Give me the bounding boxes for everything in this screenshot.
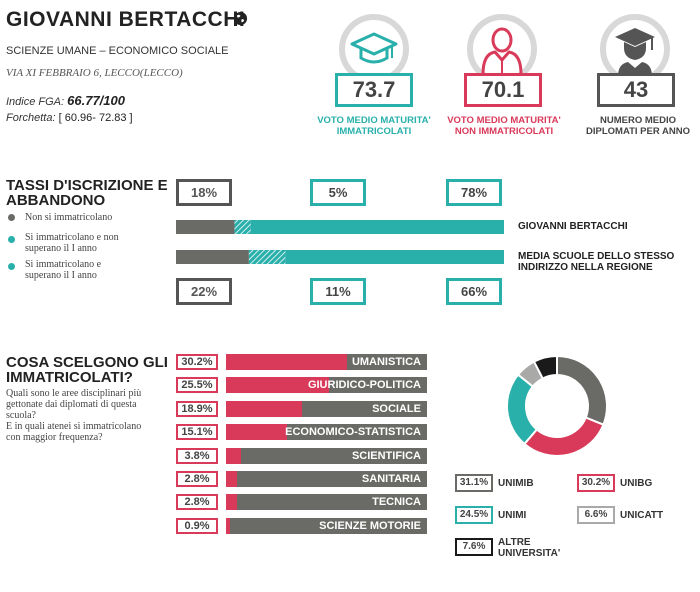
bar-segment-school-enrolled-pass <box>250 220 504 234</box>
globe-icon[interactable] <box>233 11 248 26</box>
area-label: SCIENZE MOTORIE <box>319 520 421 532</box>
uni-label-unimib: UNIMIB <box>498 478 534 489</box>
stat-circle-diplomati <box>600 14 670 84</box>
area-bar-fill <box>226 377 329 393</box>
area-bar: SANITARIA <box>226 471 427 487</box>
bar-segment-school-not-enrolled <box>176 220 235 234</box>
enrollment-bars <box>176 220 504 264</box>
area-pct-box: 30.2% <box>176 354 218 370</box>
graduation-cap-icon <box>350 32 398 64</box>
area-bar-fill <box>226 401 302 417</box>
area-bar: SOCIALE <box>226 401 427 417</box>
choices-title: COSA SCELGONO GLI IMMATRICOLATI? <box>6 354 168 386</box>
stat-value-immatricolati: 73.7 <box>335 73 413 107</box>
area-bar-fill <box>226 424 287 440</box>
choices-description: Quali sono le aree disciplinari più gett… <box>6 388 142 443</box>
universities-donut <box>506 354 608 457</box>
enrollment-title: TASSI D'ISCRIZIONE E ABBANDONO <box>6 177 168 209</box>
pct-box-region-pass: 66% <box>446 278 502 305</box>
pct-box-school-not-enrolled: 18% <box>176 179 232 206</box>
pct-box-school-pass: 78% <box>446 179 502 206</box>
pct-box-region-not-enrolled: 22% <box>176 278 232 305</box>
pct-box-region-fail: 11% <box>310 278 366 305</box>
legend-dot-not-enrolled <box>8 214 15 221</box>
area-label: SOCIALE <box>372 403 421 415</box>
person-icon <box>481 27 523 75</box>
graduate-icon <box>615 28 655 76</box>
legend-label-enrolled-fail: Si immatricolano e non superano il I anno <box>25 232 119 254</box>
area-bar: ECONOMICO-STATISTICA <box>226 424 427 440</box>
area-bar-fill <box>226 471 238 487</box>
area-label: SANITARIA <box>361 473 421 485</box>
stat-label-immatricolati: VOTO MEDIO MATURITA' IMMATRICOLATI <box>317 115 431 137</box>
area-pct-box: 2.8% <box>176 471 218 487</box>
pct-box-school-fail: 5% <box>310 179 366 206</box>
stat-label-non-immatricolati: VOTO MEDIO MATURITA' NON IMMATRICOLATI <box>447 115 561 137</box>
stat-label-diplomati: NUMERO MEDIO DIPLOMATI PER ANNO <box>586 115 690 137</box>
uni-label-unibg: UNIBG <box>620 478 653 489</box>
area-bar: SCIENZE MOTORIE <box>226 518 427 534</box>
bar-segment-region-enrolled-fail <box>248 250 286 264</box>
area-bar: TECNICA <box>226 494 427 510</box>
area-bar-fill <box>226 518 230 534</box>
fga-value: 66.77/100 <box>67 93 125 108</box>
area-pct-box: 3.8% <box>176 448 218 464</box>
area-label: ECONOMICO-STATISTICA <box>285 426 421 438</box>
donut-slice-unimib <box>556 354 608 426</box>
forchetta-label: Forchetta: <box>6 112 56 124</box>
stat-circle-immatricolati <box>339 14 409 84</box>
stat-value-non-immatricolati: 70.1 <box>464 73 542 107</box>
uni-box-altre: 7.6% <box>455 538 493 556</box>
donut-slice-unibg <box>522 416 605 457</box>
school-type: SCIENZE UMANE – ECONOMICO SOCIALE <box>6 45 229 57</box>
area-pct-box: 25.5% <box>176 377 218 393</box>
area-pct-box: 2.8% <box>176 494 218 510</box>
legend-dot-enrolled-pass <box>8 263 15 270</box>
school-name: GIOVANNI BERTACCHI <box>6 8 246 31</box>
uni-label-unimi: UNIMI <box>498 510 527 521</box>
area-bar: SCIENTIFICA <box>226 448 427 464</box>
area-label: TECNICA <box>372 496 421 508</box>
bar-segment-school-enrolled-fail <box>234 220 251 234</box>
address: VIA XI FEBBRAIO 6, LECCO(LECCO) <box>6 67 183 79</box>
uni-box-unibg: 30.2% <box>577 474 615 492</box>
area-bar-fill <box>226 354 348 370</box>
area-label: UMANISTICA <box>351 356 421 368</box>
area-pct-box: 0.9% <box>176 518 218 534</box>
row-label-school: GIOVANNI BERTACCHI <box>518 221 628 232</box>
bar-segment-region-enrolled-pass <box>285 250 504 264</box>
stat-value-diplomati: 43 <box>597 73 675 107</box>
donut-slice-altre-universita <box>532 354 558 380</box>
uni-box-unicatt: 6.6% <box>577 506 615 524</box>
bar-segment-region-not-enrolled <box>176 250 249 264</box>
area-pct-box: 15.1% <box>176 424 218 440</box>
area-bar-fill <box>226 494 238 510</box>
area-bar: GIURIDICO-POLITICA <box>226 377 427 393</box>
legend-label-not-enrolled: Non si immatricolano <box>25 212 113 223</box>
area-bar: UMANISTICA <box>226 354 427 370</box>
row-label-region: MEDIA SCUOLE DELLO STESSO INDIRIZZO NELLA… <box>518 251 675 273</box>
uni-box-unimib: 31.1% <box>455 474 493 492</box>
fga-label: Indice FGA: <box>6 96 65 108</box>
area-pct-box: 18.9% <box>176 401 218 417</box>
area-label: SCIENTIFICA <box>351 450 421 462</box>
uni-box-unimi: 24.5% <box>455 506 493 524</box>
forchetta-value: [ 60.96- 72.83 ] <box>58 112 133 124</box>
area-label: GIURIDICO-POLITICA <box>307 379 421 391</box>
legend-label-enrolled-pass: Si immatricolano e superano il I anno <box>25 259 102 281</box>
fga-index: Indice FGA: 66.77/100 <box>6 93 125 108</box>
area-bar-fill <box>226 448 242 464</box>
legend-dot-enrolled-fail <box>8 236 15 243</box>
forchetta: Forchetta: [ 60.96- 72.83 ] <box>6 112 133 124</box>
uni-label-altre: ALTRE UNIVERSITA' <box>498 537 561 559</box>
uni-label-unicatt: UNICATT <box>620 510 664 521</box>
